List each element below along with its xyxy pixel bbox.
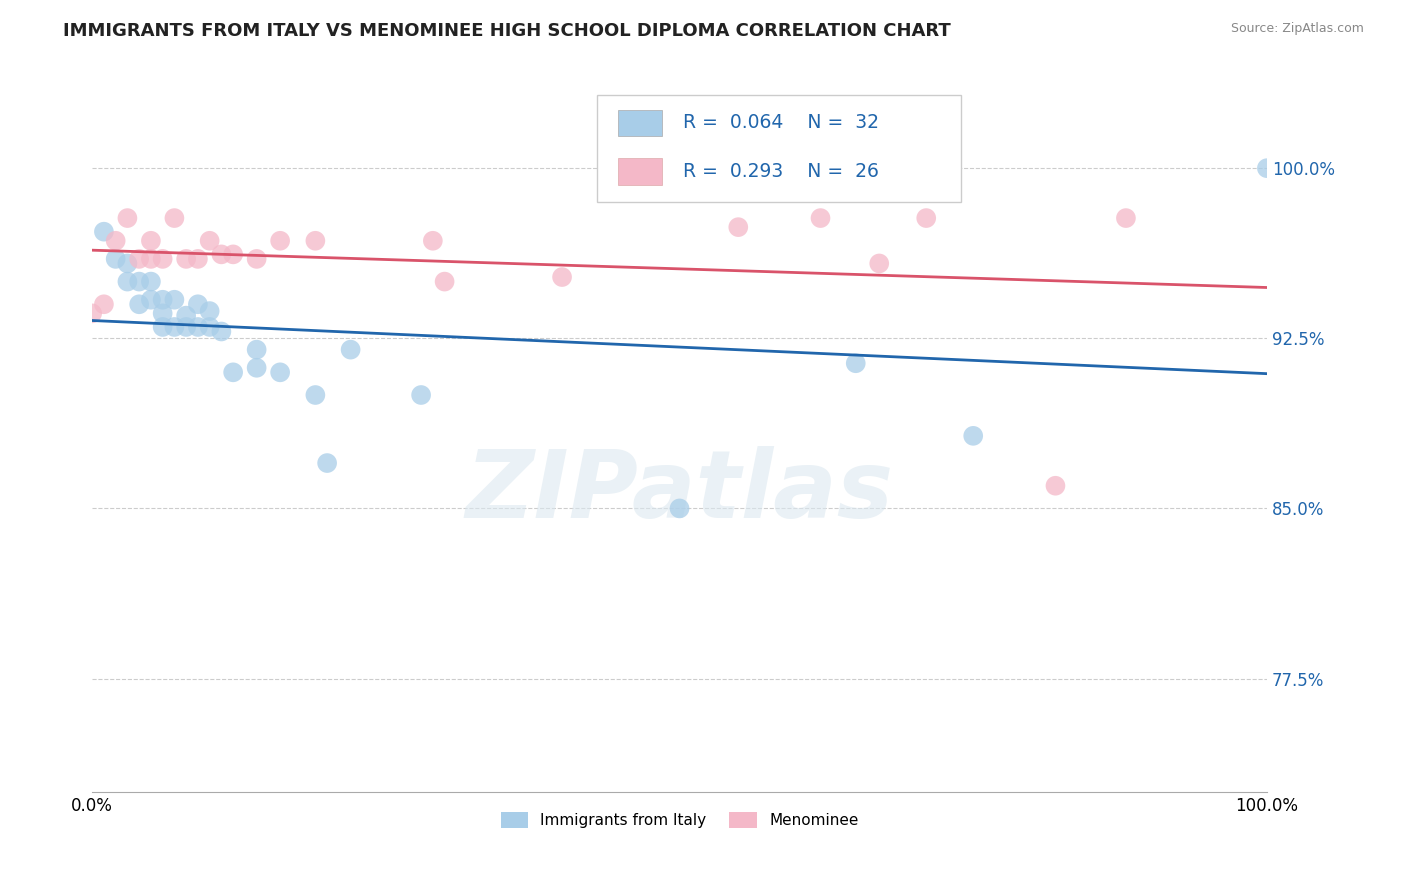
Point: [1045, 479, 1067, 493]
Point: [209, 247, 232, 261]
Point: [93, 225, 115, 239]
Legend: Immigrants from Italy, Menominee: Immigrants from Italy, Menominee: [495, 806, 865, 834]
Point: [411, 388, 433, 402]
Text: R =  0.064    N =  32: R = 0.064 N = 32: [683, 113, 879, 132]
Point: [163, 211, 186, 225]
Text: Source: ZipAtlas.com: Source: ZipAtlas.com: [1230, 22, 1364, 36]
Point: [163, 320, 186, 334]
Point: [198, 234, 221, 248]
Point: [304, 388, 326, 402]
Point: [117, 275, 139, 289]
Point: [339, 343, 361, 357]
Point: [868, 256, 890, 270]
Point: [139, 252, 162, 266]
Point: [152, 306, 174, 320]
Point: [209, 325, 232, 339]
Text: IMMIGRANTS FROM ITALY VS MENOMINEE HIGH SCHOOL DIPLOMA CORRELATION CHART: IMMIGRANTS FROM ITALY VS MENOMINEE HIGH …: [63, 22, 950, 40]
Point: [433, 275, 456, 289]
Point: [139, 275, 162, 289]
Point: [187, 297, 209, 311]
Point: [128, 275, 150, 289]
Point: [128, 252, 150, 266]
Point: [174, 320, 197, 334]
Point: [1115, 211, 1137, 225]
Point: [117, 256, 139, 270]
Point: [93, 297, 115, 311]
Point: [269, 365, 291, 379]
Point: [174, 309, 197, 323]
Point: [304, 234, 326, 248]
Point: [139, 293, 162, 307]
Point: [187, 320, 209, 334]
Point: [246, 360, 269, 375]
FancyBboxPatch shape: [619, 158, 662, 185]
Point: [915, 211, 938, 225]
FancyBboxPatch shape: [598, 95, 962, 202]
Point: [246, 343, 269, 357]
Point: [198, 320, 221, 334]
Point: [810, 211, 832, 225]
Point: [1256, 161, 1278, 176]
Point: [117, 211, 139, 225]
Text: R =  0.293    N =  26: R = 0.293 N = 26: [683, 162, 879, 181]
Point: [152, 293, 174, 307]
Point: [316, 456, 339, 470]
Point: [187, 252, 209, 266]
Point: [174, 252, 197, 266]
Point: [668, 501, 690, 516]
Point: [104, 252, 127, 266]
Point: [551, 270, 574, 285]
Point: [163, 293, 186, 307]
Point: [845, 356, 868, 370]
Point: [128, 297, 150, 311]
Text: ZIPatlas: ZIPatlas: [465, 446, 894, 538]
Point: [727, 220, 749, 235]
Point: [269, 234, 291, 248]
Point: [246, 252, 269, 266]
Point: [152, 252, 174, 266]
Point: [198, 304, 221, 318]
Point: [139, 234, 162, 248]
Point: [222, 365, 245, 379]
Point: [82, 306, 104, 320]
Point: [104, 234, 127, 248]
Point: [422, 234, 444, 248]
Point: [962, 429, 984, 443]
FancyBboxPatch shape: [619, 110, 662, 136]
Point: [222, 247, 245, 261]
Point: [152, 320, 174, 334]
